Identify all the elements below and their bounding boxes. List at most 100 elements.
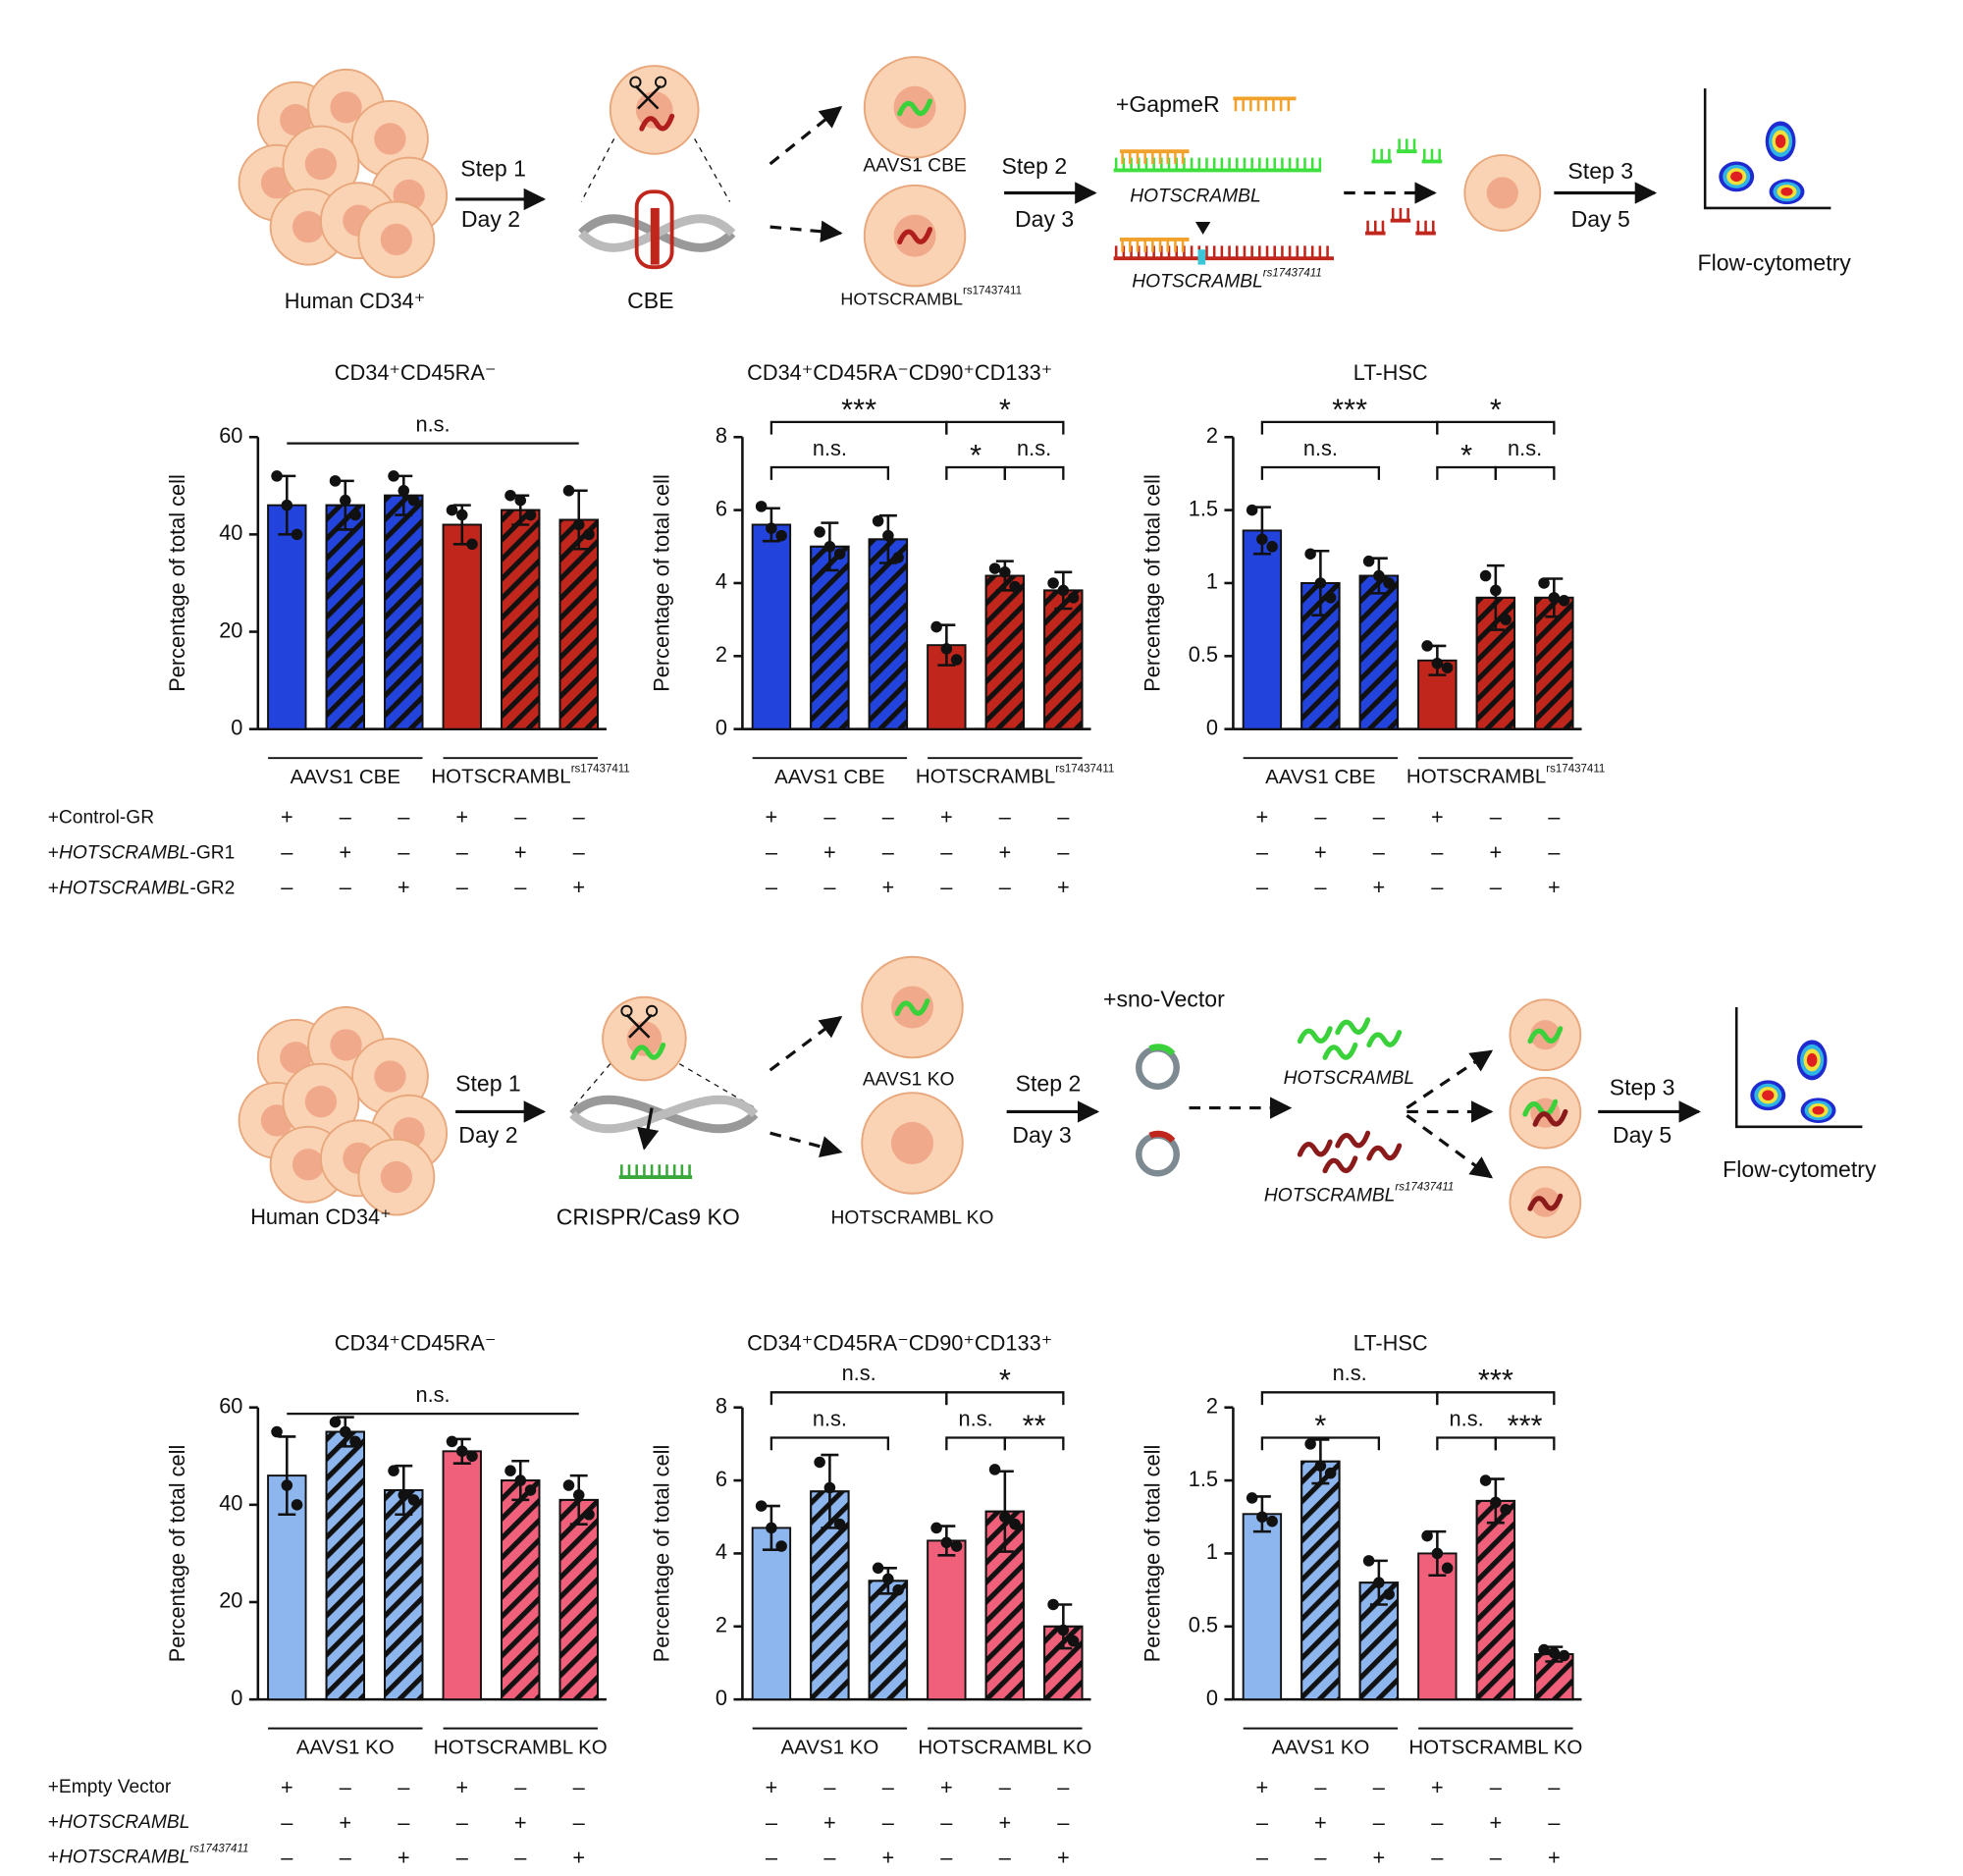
- nucleus: [292, 210, 325, 243]
- significance-label: ***: [1508, 1408, 1543, 1442]
- data-point: [388, 470, 399, 482]
- condition-sign: –: [999, 804, 1012, 829]
- significance-label: **: [1023, 1408, 1046, 1442]
- y-tick-label: 60: [219, 423, 242, 448]
- condition-sign: +: [766, 804, 778, 829]
- data-point: [446, 1435, 458, 1448]
- rna: [1532, 1108, 1568, 1127]
- rna: [1366, 1030, 1403, 1048]
- significance-bracket: [769, 465, 890, 480]
- condition-sign: –: [398, 804, 410, 829]
- bar-hatch: [558, 518, 599, 730]
- nucleus: [374, 1060, 406, 1093]
- condition-sign: –: [456, 1846, 469, 1870]
- data-point: [1383, 1588, 1395, 1600]
- data-point: [930, 1522, 942, 1534]
- condition-sign: –: [398, 1810, 410, 1835]
- label: HOTSCRAMBLrs17437411: [1132, 268, 1321, 293]
- nucleus: [890, 1121, 934, 1165]
- condition-sign: –: [456, 839, 469, 864]
- bar-hatch: [1475, 1499, 1516, 1701]
- data-point: [1421, 640, 1433, 652]
- data-point: [1057, 1624, 1070, 1636]
- y-tick-label: 60: [219, 1393, 242, 1418]
- y-tick-label: 2: [716, 1613, 727, 1637]
- condition-sign: –: [940, 839, 953, 864]
- chart-title: LT-HSC: [1353, 360, 1428, 385]
- y-tick-label: 0: [1206, 1686, 1218, 1710]
- data-point: [814, 1456, 825, 1469]
- nucleus: [330, 1029, 362, 1061]
- data-point: [1558, 595, 1570, 607]
- condition-label: +HOTSCRAMBL-GR1: [48, 843, 236, 864]
- data-point: [930, 620, 942, 633]
- condition-sign: –: [281, 875, 293, 899]
- data-point: [1009, 580, 1021, 593]
- significance-label: ***: [841, 393, 876, 427]
- bar-hatch: [868, 1580, 909, 1701]
- condition-sign: –: [340, 1775, 352, 1799]
- label: Flow-cytometry: [1698, 250, 1852, 276]
- significance-label: ***: [1478, 1363, 1513, 1397]
- y-tick-label: 0: [716, 1686, 727, 1710]
- condition-label-part: HOTSCRAMBL: [59, 879, 189, 899]
- scissors: [629, 76, 642, 88]
- condition-sign: –: [1431, 1810, 1444, 1835]
- condition-sign: –: [1373, 1775, 1386, 1799]
- data-point: [1324, 1467, 1337, 1479]
- condition-sign: +: [514, 839, 527, 864]
- rna: [1366, 1143, 1403, 1161]
- group-label-main: HOTSCRAMBL: [431, 766, 570, 788]
- data-point: [755, 1500, 768, 1512]
- data-point: [1431, 1547, 1444, 1560]
- bar-hatch: [810, 545, 850, 730]
- data-point: [1266, 541, 1278, 553]
- data-point: [1067, 1635, 1080, 1647]
- bar-hatch: [984, 574, 1026, 730]
- zoom-lines: [580, 138, 731, 202]
- rna: [1335, 1017, 1371, 1036]
- label: HOTSCRAMBL KO: [831, 1207, 994, 1228]
- data-point: [281, 1479, 293, 1491]
- significance-bracket: [1260, 465, 1381, 480]
- condition-sign: –: [573, 804, 586, 829]
- condition-label-part: HOTSCRAMBL: [59, 1848, 189, 1868]
- nucleus: [304, 147, 338, 181]
- significance-label: *: [999, 1363, 1011, 1397]
- condition-sign: +: [281, 1775, 293, 1799]
- condition-sign: +: [455, 804, 468, 829]
- condition-sign: –: [940, 1846, 953, 1870]
- group-label: HOTSCRAMBLrs17437411: [431, 764, 629, 788]
- label: Day 2: [461, 206, 520, 232]
- data-point: [456, 509, 468, 521]
- condition-sign: –: [573, 1810, 586, 1835]
- data-point: [446, 504, 458, 516]
- label-sup: rs17437411: [1395, 1181, 1454, 1193]
- label-main: HOTSCRAMBL: [840, 289, 963, 308]
- condition-sign: –: [766, 1810, 778, 1835]
- y-tick-label: 4: [716, 1539, 727, 1564]
- condition-sign: +: [823, 1810, 836, 1835]
- data-point: [583, 1508, 595, 1521]
- significance-bracket: [1494, 1436, 1556, 1451]
- bar-hatch: [501, 1479, 541, 1701]
- data-point: [504, 1465, 516, 1476]
- significance-label: n.s.: [813, 436, 847, 460]
- flow-population: [1806, 1052, 1818, 1067]
- data-point: [1538, 1643, 1550, 1656]
- label-main: HOTSCRAMBL: [1132, 272, 1262, 293]
- condition-sign: –: [766, 1846, 778, 1870]
- rna: [1527, 1193, 1564, 1211]
- data-point: [329, 475, 342, 487]
- data-point: [407, 494, 420, 507]
- bar-hatch: [1300, 1460, 1341, 1701]
- label: AAVS1 CBE: [863, 156, 966, 177]
- condition-sign: –: [766, 839, 778, 864]
- significance-bracket: [1436, 420, 1556, 435]
- y-tick-label: 1: [1206, 1539, 1218, 1564]
- bar-hatch: [1043, 589, 1084, 730]
- flow-population: [1812, 1105, 1825, 1115]
- label: Step 1: [460, 156, 526, 182]
- data-point: [766, 522, 777, 534]
